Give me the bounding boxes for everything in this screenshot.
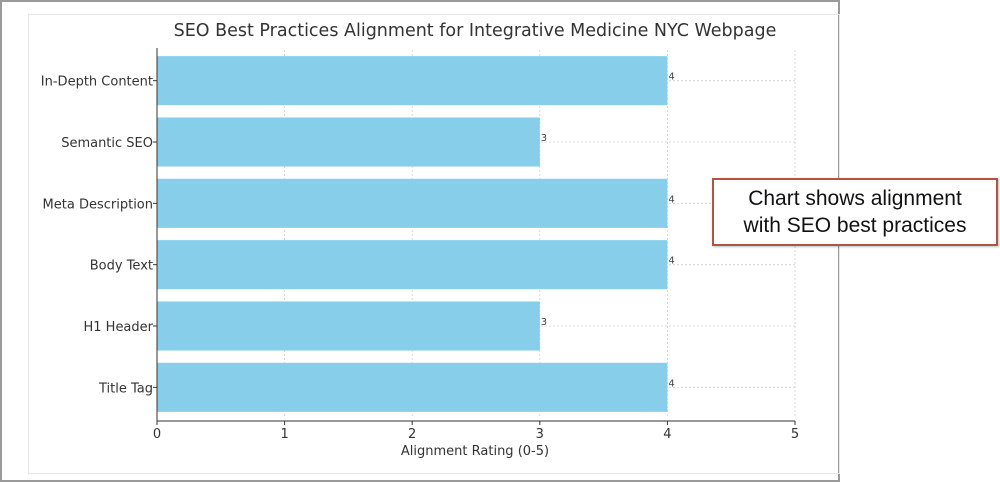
annotation-callout: Chart shows alignment with SEO best prac… xyxy=(712,178,998,246)
bar-value-label: 4 xyxy=(668,378,674,389)
bar xyxy=(157,362,668,412)
x-tick-label: 5 xyxy=(791,427,799,442)
x-tick-label: 0 xyxy=(153,427,161,442)
x-tick-label: 3 xyxy=(536,427,544,442)
labels-layer: 4 In-Depth Content 3 Semantic SEO 4 Meta Desc… xyxy=(41,72,799,442)
x-tick-label: 4 xyxy=(663,427,671,442)
axes-layer xyxy=(153,48,796,425)
annotation-text: Chart shows alignment with SEO best prac… xyxy=(744,185,967,239)
bar xyxy=(157,301,540,351)
bar-value-label: 4 xyxy=(668,256,674,267)
bar-value-label: 3 xyxy=(541,317,547,328)
bar-value-label: 4 xyxy=(668,194,674,205)
annotation-line-1: Chart shows alignment xyxy=(748,187,962,210)
bar xyxy=(157,240,668,290)
bar-value-label: 4 xyxy=(668,72,674,83)
chart-title: SEO Best Practices Alignment for Integra… xyxy=(174,21,777,41)
y-tick-label: H1 Header xyxy=(83,320,153,335)
y-tick-label: Semantic SEO xyxy=(61,136,153,151)
y-tick-label: Title Tag xyxy=(98,381,153,396)
bar xyxy=(157,117,540,167)
x-tick-label: 1 xyxy=(280,427,288,442)
bars-layer xyxy=(157,56,668,412)
x-tick-label: 2 xyxy=(408,427,416,442)
annotation-line-2: with SEO best practices xyxy=(743,214,967,237)
y-tick-label: In-Depth Content xyxy=(41,75,153,90)
bar xyxy=(157,56,668,106)
y-tick-label: Meta Description xyxy=(43,197,153,212)
bar xyxy=(157,178,668,228)
x-axis-label: Alignment Rating (0-5) xyxy=(401,444,549,459)
y-tick-label: Body Text xyxy=(90,259,153,274)
bar-value-label: 3 xyxy=(541,133,547,144)
